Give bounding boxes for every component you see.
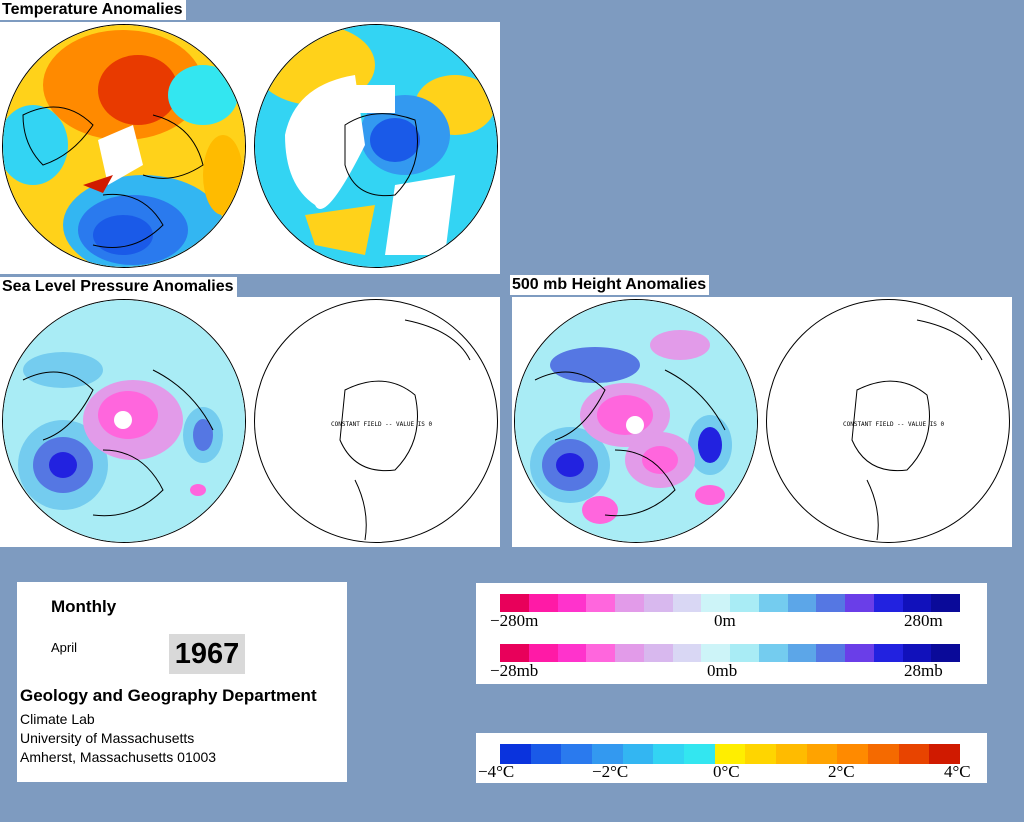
pressure-swatch bbox=[500, 644, 529, 662]
pressure-tick-min: −28mb bbox=[490, 661, 539, 680]
pressure-swatch bbox=[557, 644, 587, 662]
temperature-south-map bbox=[254, 24, 498, 268]
height-swatch bbox=[615, 594, 644, 612]
university-label: University of Massachusetts bbox=[20, 730, 195, 746]
height-swatch bbox=[787, 594, 817, 612]
anomaly-legend: −280m 0m 280m −28mb 0mb 28mb bbox=[476, 583, 987, 684]
height-swatch bbox=[902, 594, 932, 612]
height-swatch bbox=[672, 594, 702, 612]
pressure-swatch bbox=[701, 644, 730, 662]
pressure-swatch bbox=[787, 644, 817, 662]
pressure-tick-mid: 0mb bbox=[707, 661, 738, 680]
pressure-swatch bbox=[845, 644, 874, 662]
height-swatch bbox=[931, 594, 960, 612]
height-tick-max: 280m bbox=[904, 611, 943, 630]
slp-title: Sea Level Pressure Anomalies bbox=[0, 277, 237, 297]
height-panel: CONSTANT FIELD -- VALUE IS 0 bbox=[512, 297, 1012, 547]
pressure-tick-max: 28mb bbox=[904, 661, 943, 680]
pressure-swatch bbox=[873, 644, 903, 662]
temperature-title: Temperature Anomalies bbox=[0, 0, 186, 20]
height-swatch bbox=[557, 594, 587, 612]
height-swatch bbox=[643, 594, 673, 612]
temperature-swatch bbox=[806, 744, 838, 764]
height-constant-field-label: CONSTANT FIELD -- VALUE IS 0 bbox=[843, 421, 945, 428]
height-swatch bbox=[873, 594, 903, 612]
height-swatch bbox=[730, 594, 759, 612]
pressure-swatch bbox=[586, 644, 615, 662]
temp-tick-4: 4°C bbox=[944, 762, 971, 781]
department-label: Geology and Geography Department bbox=[20, 686, 317, 705]
temperature-swatch bbox=[622, 744, 654, 764]
temperature-swatch bbox=[714, 744, 746, 764]
lab-label: Climate Lab bbox=[20, 711, 95, 727]
month-label: April bbox=[51, 640, 78, 655]
slp-north-map bbox=[2, 299, 246, 543]
slp-south-map: CONSTANT FIELD -- VALUE IS 0 bbox=[254, 299, 498, 543]
temperature-swatch bbox=[898, 744, 930, 764]
height-tick-mid: 0m bbox=[714, 611, 736, 630]
height-north-map bbox=[514, 299, 758, 543]
height-swatch bbox=[528, 594, 558, 612]
temp-tick-0: 0°C bbox=[713, 762, 740, 781]
temperature-swatch bbox=[653, 744, 685, 764]
slp-panel: CONSTANT FIELD -- VALUE IS 0 bbox=[0, 297, 500, 547]
height-south-map: CONSTANT FIELD -- VALUE IS 0 bbox=[766, 299, 1010, 543]
pressure-swatch bbox=[528, 644, 558, 662]
pressure-swatch bbox=[816, 644, 845, 662]
temperature-swatch bbox=[561, 744, 593, 764]
height-title: 500 mb Height Anomalies bbox=[510, 275, 710, 295]
height-swatch bbox=[816, 594, 845, 612]
temperature-swatch bbox=[837, 744, 869, 764]
pressure-swatch bbox=[730, 644, 759, 662]
pressure-colorbar bbox=[500, 644, 960, 662]
pressure-swatch bbox=[672, 644, 702, 662]
temperature-swatch bbox=[868, 744, 899, 764]
temperature-swatch bbox=[592, 744, 623, 764]
pressure-swatch bbox=[758, 644, 788, 662]
height-swatch bbox=[758, 594, 788, 612]
temperature-swatch bbox=[500, 744, 531, 764]
frequency-label: Monthly bbox=[51, 597, 117, 616]
height-colorbar bbox=[500, 594, 960, 612]
pressure-swatch bbox=[615, 644, 644, 662]
height-swatch bbox=[500, 594, 529, 612]
slp-constant-field-label: CONSTANT FIELD -- VALUE IS 0 bbox=[331, 421, 433, 428]
height-swatch bbox=[701, 594, 730, 612]
height-swatch bbox=[845, 594, 874, 612]
height-swatch bbox=[586, 594, 615, 612]
temperature-swatch bbox=[745, 744, 777, 764]
address-label: Amherst, Massachusetts 01003 bbox=[20, 749, 217, 765]
temperature-swatch bbox=[776, 744, 807, 764]
pressure-swatch bbox=[902, 644, 932, 662]
temperature-panel bbox=[0, 22, 500, 274]
pressure-swatch bbox=[931, 644, 960, 662]
temperature-north-map bbox=[2, 24, 246, 268]
pressure-swatch bbox=[643, 644, 673, 662]
temp-tick-neg2: −2°C bbox=[592, 762, 629, 781]
info-box: Monthly April 1967 Geology and Geography… bbox=[17, 582, 347, 782]
temperature-legend: −4°C −2°C 0°C 2°C 4°C bbox=[476, 733, 987, 783]
temperature-swatch bbox=[530, 744, 562, 764]
year-label: 1967 bbox=[169, 634, 245, 674]
temperature-swatch bbox=[684, 744, 715, 764]
temp-tick-neg4: −4°C bbox=[478, 762, 515, 781]
temp-tick-2: 2°C bbox=[828, 762, 855, 781]
height-tick-min: −280m bbox=[490, 611, 539, 630]
temperature-swatch bbox=[929, 744, 961, 764]
temperature-colorbar bbox=[500, 744, 961, 764]
